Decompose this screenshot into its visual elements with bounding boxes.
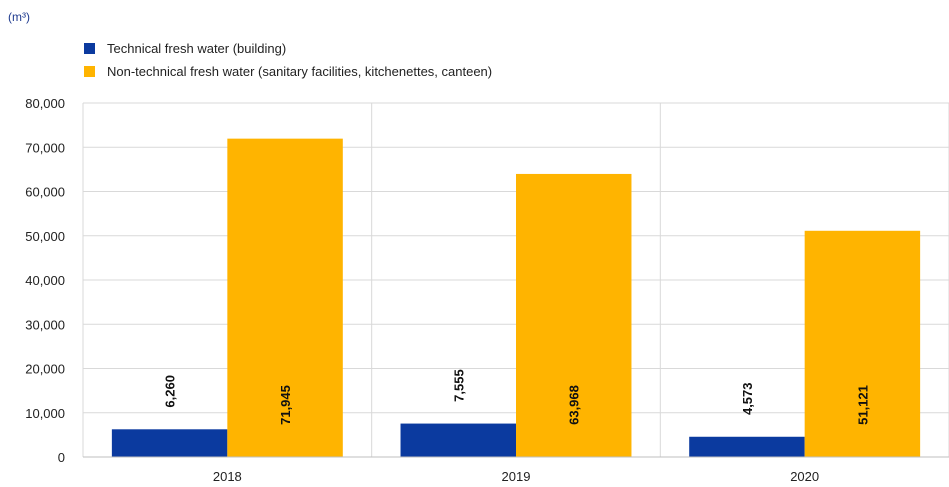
x-tick-label: 2018 [213,469,242,484]
data-label: 63,968 [567,385,582,425]
y-tick-label: 10,000 [25,406,65,421]
bar-technical [689,436,805,457]
legend-label-technical: Technical fresh water (building) [107,40,287,56]
x-tick-label: 2020 [790,469,819,484]
data-label: 51,121 [855,385,870,425]
bar-nontechnical [804,230,921,457]
y-tick-label: 20,000 [25,362,65,377]
data-label: 71,945 [278,385,293,425]
y-tick-label: 30,000 [25,317,65,332]
legend-swatch-nontechnical [84,65,95,77]
bar-technical [111,429,228,457]
legend-item-technical: Technical fresh water (building) [84,40,286,56]
data-label: 7,555 [451,369,466,402]
y-tick-label: 50,000 [25,229,65,244]
y-tick-label: 0 [58,450,65,465]
legend-label-nontechnical: Non-technical fresh water (sanitary faci… [107,63,493,79]
y-tick-label: 60,000 [25,185,65,200]
data-label: 6,260 [163,375,178,408]
bar-nontechnical [516,173,632,458]
y-tick-label: 70,000 [25,140,65,155]
bar-nontechnical [227,138,343,457]
bar-technical [400,423,516,457]
legend-item-nontechnical: Non-technical fresh water (sanitary faci… [84,63,492,79]
x-tick-label: 2019 [502,469,531,484]
y-tick-label: 80,000 [25,96,65,111]
legend-swatch-technical [84,42,95,54]
y-tick-label: 40,000 [25,273,65,288]
data-label: 4,573 [740,382,755,415]
unit-label: (m³) [8,10,30,24]
